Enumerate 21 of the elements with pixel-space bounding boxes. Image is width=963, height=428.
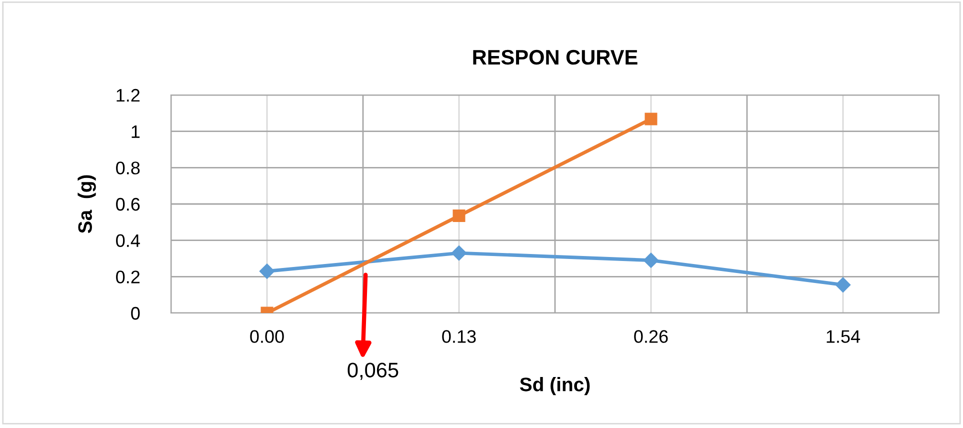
chart-title: RESPON CURVE [473,50,638,65]
y-tick-label: 0 [131,306,140,320]
x-tick-label: 0.00 [250,330,284,343]
point [259,264,275,279]
point [835,277,851,292]
point [643,252,659,268]
x-axis-title: Sd (inc) [520,377,590,396]
text: 0,065 [348,362,398,380]
y-tick-label: 0.4 [116,234,140,248]
x-tick-label: 1.54 [826,330,860,343]
y-tick-label: 1.2 [116,88,140,102]
point [644,112,658,126]
point [451,245,467,261]
y-tick-label: 0.2 [116,270,140,284]
point [452,210,466,222]
y-axis-title: Sa (g) [78,175,96,234]
y-tick-label: 0.6 [116,198,140,211]
x-tick-label: 0.26 [634,330,668,343]
x-tick-label: 0.13 [442,330,476,343]
y-tick-label: 1 [132,125,140,138]
y-tick-label: 0.8 [116,162,140,174]
